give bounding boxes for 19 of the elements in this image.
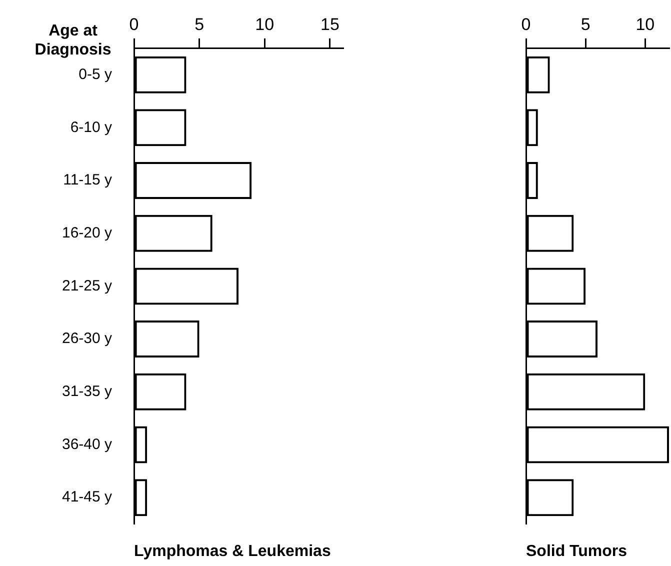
x-tick-label: 10 — [255, 14, 274, 34]
text: Solid Tumors — [526, 543, 628, 560]
x-tick-label: 5 — [580, 14, 590, 34]
y-tick-label: 16-20 y — [62, 224, 113, 242]
y-tick-label: 36-40 y — [62, 436, 113, 453]
y-tick-label: 26-30 y — [62, 330, 113, 348]
y-tick-label: 31-35 y — [62, 383, 113, 400]
x-tick-label: 0 — [129, 14, 139, 34]
y-tick-label: 41-45 y — [62, 488, 113, 506]
y-axis-title: Age at Diagnosis — [34, 22, 112, 58]
text: Lymphomas & Leukemias — [134, 543, 331, 560]
y-tick-label: 11-15 y — [63, 172, 113, 189]
y-tick-label: 6-10 y — [70, 118, 113, 136]
x-tick-label: 15 — [320, 14, 340, 34]
x-tick-label: 5 — [194, 14, 204, 34]
y-tick-label: 21-25 y — [62, 277, 113, 294]
x-tick-label: 10 — [636, 14, 655, 34]
x-tick-label: 0 — [521, 14, 531, 34]
y-tick-label: 0-5 y — [78, 66, 113, 83]
